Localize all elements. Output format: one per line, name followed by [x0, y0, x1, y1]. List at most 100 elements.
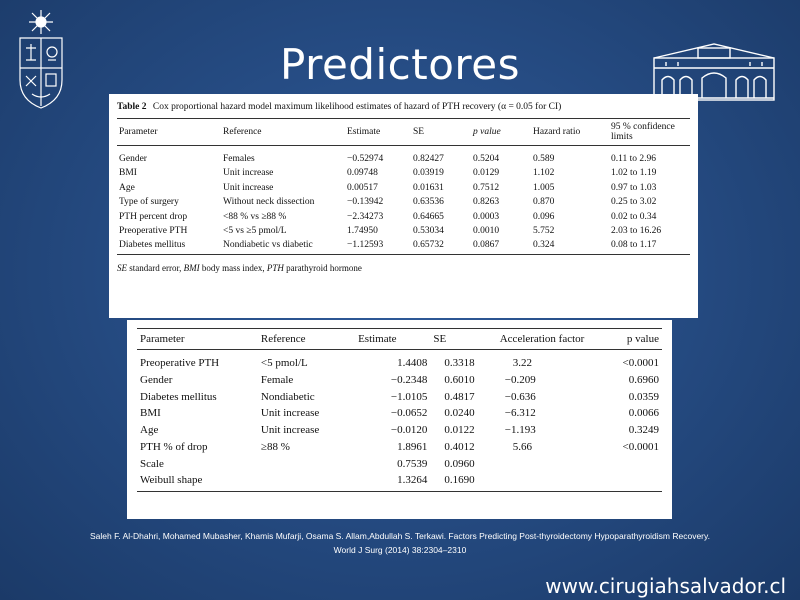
cell: Gender [140, 373, 173, 386]
table-row: BMI Unit increase −0.0652 0.0240 −6.312 … [137, 405, 662, 422]
cell: 0.0359 [628, 390, 659, 403]
cell: 3.22 [512, 357, 532, 369]
cell: −1.0105 [390, 390, 428, 403]
cell: 1.3264 [355, 472, 431, 493]
table-caption-text: Cox proportional hazard model maximum li… [152, 102, 562, 112]
col-header-p-value: p value [619, 328, 662, 350]
cell: 0.97 to 1.03 [611, 182, 657, 193]
cell: Preoperative PTH [140, 357, 220, 369]
cell: 1.02 to 1.19 [611, 168, 657, 179]
col-header-acceleration-factor: Acceleration factor [496, 328, 620, 350]
cell: 0.01631 [413, 182, 444, 193]
cell: 0.3249 [628, 424, 659, 437]
cell [257, 472, 356, 493]
footnote-pth-text: parathyroid hormone [283, 263, 362, 274]
cell: 0.0066 [628, 407, 659, 420]
cell: 0.09748 [347, 168, 378, 179]
table-footnote: SE standard error, BMI body mass index, … [117, 263, 690, 273]
cell: 0.4817 [444, 390, 475, 403]
cell: 0.65732 [411, 238, 471, 256]
table-row: PTH percent drop <88 % vs ≥88 % −2.34273… [117, 209, 690, 223]
website-url: www.cirugiahsalvador.cl [545, 574, 786, 598]
cell: 0.324 [531, 238, 609, 256]
cell: −0.0120 [390, 424, 428, 437]
citation-authors: Saleh F. Al-Dhahri, Mohamed Mubasher, Kh… [90, 531, 710, 541]
cell: PTH % of drop [140, 440, 208, 453]
cell: 0.53034 [413, 225, 444, 236]
table-header-row: Parameter Reference Estimate SE p value … [117, 118, 690, 146]
col-header-reference: Reference [221, 118, 345, 146]
cell: Unit increase [260, 424, 320, 437]
cell: −0.2348 [390, 373, 428, 386]
table-row: Age Unit increase −0.0120 0.0122 −1.193 … [137, 422, 662, 439]
cell: 0.63536 [413, 197, 444, 208]
cell: 0.03919 [413, 168, 444, 179]
cell: 0.0240 [444, 407, 475, 420]
table-row: PTH % of drop ≥88 % 1.8961 0.4012 5.66 <… [137, 439, 662, 456]
cell: <88 % vs ≥88 % [223, 211, 287, 222]
footnote-se-abbr: SE [117, 263, 127, 274]
cell: −0.52974 [347, 154, 384, 164]
cell: 1.005 [533, 182, 555, 193]
col-header-parameter: Parameter [137, 328, 258, 350]
cell: −1.193 [504, 424, 536, 437]
cell: Age [119, 182, 135, 193]
cell: 5.752 [533, 225, 555, 236]
col-header-estimate: Estimate [355, 328, 431, 350]
cell: 0.0003 [473, 211, 500, 222]
cell: 1.8961 [397, 440, 428, 453]
cell: 0.8263 [473, 197, 500, 208]
cell: 0.6010 [444, 373, 475, 386]
cell: Unit increase [260, 407, 320, 420]
cell: <0.0001 [622, 357, 659, 369]
weibull-table: Parameter Reference Estimate SE Accelera… [137, 328, 662, 493]
hospital-building-icon [653, 43, 775, 101]
cell: BMI [140, 407, 161, 420]
cell: <0.0001 [622, 440, 659, 453]
col-header-estimate: Estimate [345, 118, 411, 146]
citation: Saleh F. Al-Dhahri, Mohamed Mubasher, Kh… [0, 529, 800, 557]
col-header-se: SE [411, 118, 471, 146]
university-crest-icon [19, 10, 63, 109]
cell: PTH percent drop [119, 211, 188, 222]
cell: Diabetes mellitus [140, 390, 217, 403]
cell: Nondiabetic [260, 390, 315, 403]
cell: Without neck dissection [223, 197, 315, 208]
cell: 0.3318 [444, 357, 475, 369]
cell: 0.5204 [473, 154, 500, 164]
cell: 0.0867 [471, 238, 531, 256]
col-header-hazard-ratio: Hazard ratio [531, 118, 609, 146]
cell: 0.25 to 3.02 [611, 197, 657, 208]
cell: 0.6960 [628, 373, 659, 386]
table-row: Diabetes mellitus Nondiabetic vs diabeti… [117, 238, 690, 256]
cell: 0.096 [533, 211, 555, 222]
footnote-bmi-abbr: BMI [183, 263, 200, 274]
cell: 0.1690 [430, 472, 497, 493]
cell: Unit increase [223, 168, 274, 179]
col-header-se: SE [430, 328, 497, 350]
cell: −0.209 [504, 373, 536, 386]
cell [258, 455, 355, 472]
cell: −0.636 [504, 390, 536, 403]
cell: Diabetes mellitus [117, 238, 221, 256]
table-row: Weibull shape 1.3264 0.1690 [137, 472, 662, 493]
cell: 0.0122 [444, 424, 475, 437]
cell: 5.66 [512, 440, 532, 453]
table-row: Preoperative PTH <5 pmol/L 1.4408 0.3318… [137, 350, 662, 372]
cell: Type of surgery [119, 197, 179, 208]
cell: BMI [119, 168, 137, 179]
cell: 0.0010 [473, 225, 500, 236]
cell [497, 455, 620, 472]
cell: −1.12593 [345, 238, 411, 256]
table-row: Scale 0.7539 0.0960 [137, 455, 662, 472]
cell: −6.312 [504, 407, 536, 420]
acceleration-factor-table: Parameter Reference Estimate SE Accelera… [127, 320, 672, 519]
cell: 1.102 [533, 168, 555, 179]
cell: 1.4408 [397, 357, 428, 369]
table-row: Type of surgery Without neck dissection … [117, 195, 690, 209]
cox-hazard-table: Table 2 Cox proportional hazard model ma… [109, 94, 698, 318]
cell [619, 472, 662, 493]
cell: −2.34273 [347, 211, 384, 222]
cell: Female [260, 373, 294, 386]
table-header-row: Parameter Reference Estimate SE Accelera… [137, 328, 662, 350]
